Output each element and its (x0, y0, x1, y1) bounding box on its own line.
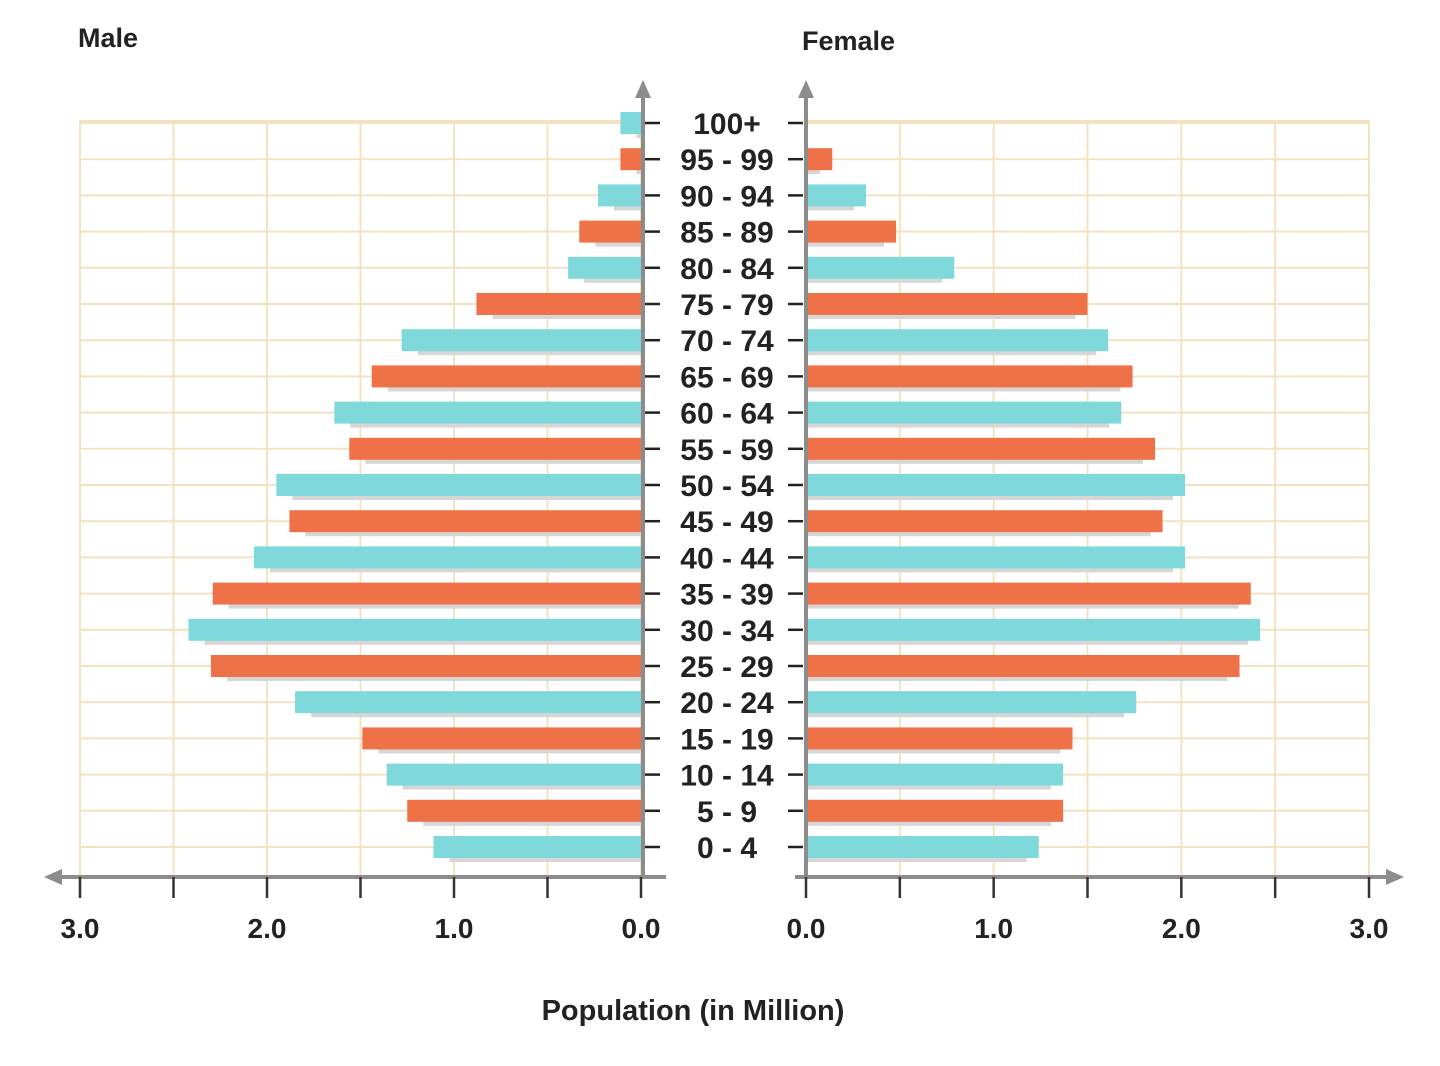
x-tick-label: 3.0 (61, 913, 100, 944)
category-label: 10 - 14 (680, 760, 774, 793)
category-label: 40 - 44 (680, 542, 774, 575)
male-bar (188, 618, 641, 641)
female-bar (808, 546, 1186, 569)
female-bar (808, 329, 1109, 352)
male-bar (253, 546, 641, 569)
male-axis-arrow-icon (635, 80, 651, 98)
male-bar (210, 655, 641, 677)
category-label: 20 - 24 (680, 687, 774, 720)
female-bar (808, 148, 833, 171)
male-bar (433, 836, 641, 858)
x-tick-label: 1.0 (435, 913, 474, 944)
female-bar (808, 365, 1133, 388)
category-label: 85 - 89 (680, 217, 773, 250)
x-tick-label: 0.0 (622, 913, 661, 944)
female-bar (808, 763, 1064, 786)
category-label: 5 - 9 (697, 796, 757, 829)
category-label: 55 - 59 (680, 434, 773, 467)
category-label: 15 - 19 (680, 723, 773, 756)
category-label: 75 - 79 (680, 289, 773, 322)
female-title: Female (802, 26, 895, 56)
bars (188, 112, 1261, 862)
female-bar (808, 220, 897, 243)
male-bar (386, 763, 641, 786)
female-bar (808, 836, 1039, 858)
x-axis-title: Population (in Million) (542, 995, 845, 1027)
category-label: 70 - 74 (680, 325, 774, 358)
male-bar (276, 474, 641, 496)
male-bar (597, 184, 641, 207)
x-tick-label: 1.0 (974, 913, 1013, 944)
female-x-arrow-icon (1386, 869, 1404, 885)
category-label: 90 - 94 (680, 180, 774, 213)
male-bar (579, 220, 641, 243)
male-x-arrow-icon (44, 869, 62, 885)
category-label: 80 - 84 (680, 253, 774, 286)
male-bar (371, 365, 641, 388)
female-bar (808, 655, 1240, 677)
male-bar (407, 799, 641, 822)
female-bar (808, 437, 1156, 460)
category-label: 95 - 99 (680, 144, 773, 177)
female-bar (808, 691, 1137, 714)
category-label: 65 - 69 (680, 361, 773, 394)
x-tick-label: 2.0 (248, 913, 287, 944)
male-bar (620, 148, 641, 171)
female-bar (808, 293, 1088, 315)
female-axis-arrow-icon (798, 80, 814, 98)
male-bar (212, 582, 641, 605)
category-label: 50 - 54 (680, 470, 774, 503)
male-bar (295, 691, 641, 714)
female-bar (808, 184, 867, 207)
x-tick-label: 0.0 (787, 913, 826, 944)
female-bar (808, 618, 1261, 641)
category-label: 100+ (693, 108, 761, 141)
category-label: 60 - 64 (680, 398, 774, 431)
female-bar (808, 727, 1073, 750)
male-bar (289, 510, 641, 533)
x-tick-label: 2.0 (1162, 913, 1201, 944)
female-bar (808, 582, 1251, 605)
category-label: 45 - 49 (680, 506, 773, 539)
male-bar (362, 727, 641, 750)
male-bar (620, 112, 641, 134)
x-tick-labels: 0.0 0.0 1.0 1.0 2.0 2.0 3.0 3.0 (61, 913, 1389, 944)
x-tick-label: 3.0 (1350, 913, 1389, 944)
axes (44, 80, 1404, 898)
female-bar (808, 256, 955, 279)
female-bar (808, 799, 1064, 822)
category-label: 0 - 4 (697, 832, 757, 865)
male-bar (401, 329, 641, 352)
male-bar (334, 401, 641, 424)
male-bar (476, 293, 641, 315)
female-bar (808, 401, 1122, 424)
female-bar (808, 474, 1186, 496)
male-title: Male (78, 23, 138, 53)
category-label: 30 - 34 (680, 615, 774, 648)
category-label: 35 - 39 (680, 579, 773, 612)
male-bar (568, 256, 641, 279)
male-bar (349, 437, 641, 460)
female-bar (808, 510, 1163, 533)
category-label: 25 - 29 (680, 651, 773, 684)
